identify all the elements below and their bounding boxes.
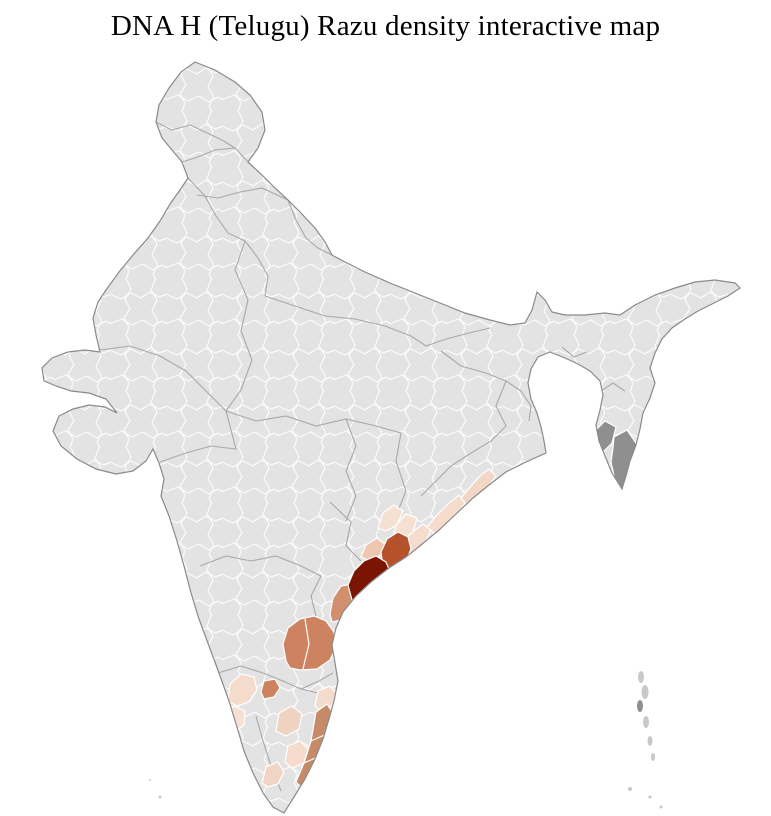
andaman-islands[interactable] [628, 671, 663, 809]
district-region[interactable] [275, 705, 303, 737]
district-region[interactable] [282, 615, 337, 671]
district-region[interactable] [227, 673, 258, 707]
district-region[interactable] [261, 761, 285, 788]
lakshadweep-islands[interactable] [149, 779, 162, 799]
india-landmass[interactable] [42, 62, 740, 813]
page-title: DNA H (Telugu) Razu density interactive … [110, 10, 661, 42]
andaman-island-dark[interactable] [637, 700, 643, 712]
district-region[interactable] [260, 678, 281, 700]
district-region[interactable] [377, 504, 404, 532]
